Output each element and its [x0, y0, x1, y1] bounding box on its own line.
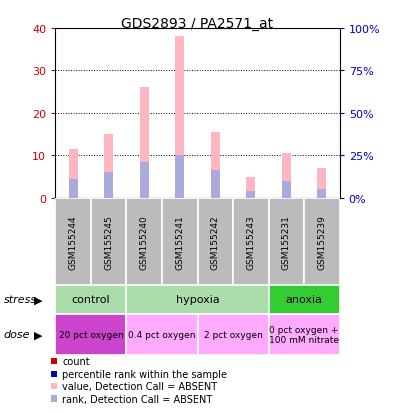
Text: 0 pct oxygen +
100 mM nitrate: 0 pct oxygen + 100 mM nitrate: [269, 325, 339, 344]
Bar: [55, 285, 126, 314]
Bar: [126, 314, 198, 355]
Bar: [175, 37, 184, 198]
Text: dose: dose: [4, 330, 30, 339]
Text: count: count: [62, 356, 90, 366]
Text: GSM155244: GSM155244: [69, 214, 77, 269]
Bar: [269, 285, 340, 314]
Bar: [104, 135, 113, 198]
Bar: [318, 190, 326, 198]
Bar: [198, 314, 269, 355]
Bar: [140, 162, 149, 198]
Text: GSM155241: GSM155241: [175, 214, 184, 269]
Text: ▶: ▶: [34, 294, 42, 304]
Text: 20 pct oxygen: 20 pct oxygen: [58, 330, 123, 339]
Bar: [304, 198, 340, 285]
Bar: [126, 285, 269, 314]
Bar: [55, 314, 126, 355]
Bar: [282, 181, 291, 198]
Text: value, Detection Call = ABSENT: value, Detection Call = ABSENT: [62, 381, 217, 391]
Bar: [55, 198, 91, 285]
Text: GSM155239: GSM155239: [318, 214, 326, 269]
Text: percentile rank within the sample: percentile rank within the sample: [62, 369, 227, 379]
Bar: [233, 198, 269, 285]
Text: 0.4 pct oxygen: 0.4 pct oxygen: [128, 330, 196, 339]
Text: GSM155242: GSM155242: [211, 214, 220, 269]
Bar: [318, 169, 326, 198]
Text: GSM155231: GSM155231: [282, 214, 291, 269]
Text: control: control: [71, 294, 110, 304]
Bar: [162, 198, 198, 285]
Bar: [69, 179, 77, 198]
Bar: [104, 173, 113, 198]
Bar: [282, 154, 291, 198]
Bar: [211, 133, 220, 198]
Bar: [269, 314, 340, 355]
Text: GSM155240: GSM155240: [140, 214, 149, 269]
Bar: [246, 192, 255, 198]
Text: GSM155245: GSM155245: [104, 214, 113, 269]
Text: GDS2893 / PA2571_at: GDS2893 / PA2571_at: [121, 17, 274, 31]
Text: 2 pct oxygen: 2 pct oxygen: [203, 330, 263, 339]
Text: GSM155243: GSM155243: [246, 214, 255, 269]
Bar: [126, 198, 162, 285]
Text: hypoxia: hypoxia: [176, 294, 219, 304]
Bar: [198, 198, 233, 285]
Bar: [269, 198, 304, 285]
Bar: [91, 198, 126, 285]
Text: ▶: ▶: [34, 330, 42, 339]
Bar: [69, 150, 77, 198]
Text: anoxia: anoxia: [286, 294, 323, 304]
Bar: [140, 88, 149, 198]
Bar: [246, 177, 255, 198]
Text: rank, Detection Call = ABSENT: rank, Detection Call = ABSENT: [62, 394, 212, 404]
Text: stress: stress: [4, 294, 37, 304]
Bar: [211, 171, 220, 198]
Bar: [175, 156, 184, 198]
